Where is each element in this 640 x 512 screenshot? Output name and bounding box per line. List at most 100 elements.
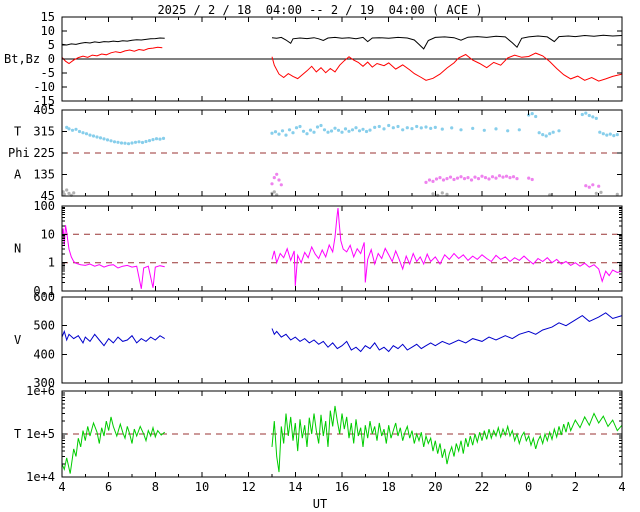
scatter-point-Phi — [280, 129, 285, 133]
scatter-point-Phi — [482, 128, 486, 132]
scatter-point-A — [494, 176, 498, 180]
panel-border — [61, 296, 623, 384]
scatter-point-Phi — [322, 128, 327, 132]
panel-density: 100 10 1 0.1 N — [14, 199, 623, 298]
scatter-point-Phi — [158, 137, 162, 141]
scatter-point-Phi — [605, 133, 609, 137]
series-T — [271, 405, 623, 473]
scatter-point-Phi — [591, 115, 595, 119]
scatter-point-Phi — [119, 141, 124, 145]
scatter-point-Phi — [424, 125, 428, 129]
scatter-point-T — [67, 191, 71, 195]
scatter-point-Phi — [405, 126, 409, 130]
scatter-point-A — [455, 176, 460, 180]
scatter-point-Phi — [551, 130, 555, 134]
y-tick-label: 405 — [33, 103, 55, 117]
y-tick-label: 10 — [41, 24, 55, 38]
scatter-point-Phi — [109, 139, 113, 143]
y-tick-label: -15 — [33, 94, 55, 108]
panel-velocity: 600 500 400 300 V — [14, 290, 623, 390]
scatter-point-Phi — [415, 124, 419, 129]
scatter-point-A — [469, 178, 474, 182]
scatter-point-Phi — [270, 131, 274, 135]
scatter-point-Phi — [537, 131, 541, 135]
scatter-point-Phi — [151, 138, 155, 142]
scatter-point-Phi — [305, 132, 309, 136]
scatter-point-Phi — [70, 128, 75, 132]
panel-label-bt,bz: Bt,Bz — [4, 52, 40, 66]
scatter-point-A — [527, 176, 531, 180]
scatter-point-A — [424, 180, 428, 184]
scatter-point-T — [72, 191, 76, 195]
scatter-point-T — [431, 192, 435, 196]
scatter-point-Phi — [580, 112, 584, 117]
panel-label-a: A — [14, 168, 22, 182]
scatter-point-A — [515, 177, 519, 181]
y-tick-label: 400 — [33, 347, 55, 361]
scatter-point-A — [480, 174, 484, 178]
scatter-point-Phi — [273, 130, 278, 134]
scatter-point-Phi — [530, 112, 534, 116]
y-tick-label: 10 — [41, 227, 55, 241]
scatter-point-Phi — [544, 134, 548, 138]
scatter-point-A — [431, 179, 435, 183]
scatter-point-Phi — [364, 129, 369, 134]
panel-label-v: V — [14, 333, 21, 347]
scatter-point-Phi — [450, 126, 454, 130]
y-tick-label: 100 — [33, 199, 55, 213]
x-tick-label: 16 — [335, 480, 349, 494]
scatter-point-Phi — [357, 129, 362, 133]
scatter-point-Phi — [74, 127, 78, 131]
y-tick-label: 15 — [41, 10, 55, 24]
series-N — [61, 225, 165, 289]
scatter-point-A — [445, 177, 449, 181]
plot-title: 2025 / 2 / 18 04:00 -- 2 / 19 04:00 ( AC… — [157, 3, 483, 17]
scatter-point-T — [272, 190, 276, 194]
y-tick-label: 225 — [33, 146, 55, 160]
panel-t-phi-a: 405 315 225 135 45 T Phi A — [8, 103, 623, 203]
scatter-point-Phi — [315, 125, 320, 129]
scatter-point-Phi — [612, 134, 616, 138]
x-axis-title: UT — [312, 497, 328, 511]
scatter-point-A — [473, 175, 477, 179]
scatter-point-Phi — [343, 127, 348, 131]
scatter-point-A — [277, 178, 281, 182]
series-V — [271, 312, 623, 353]
scatter-point-A — [438, 176, 442, 180]
y-tick-label: 1 — [48, 256, 55, 270]
scatter-point-A — [459, 175, 463, 179]
scatter-point-Phi — [65, 125, 69, 129]
scatter-point-Phi — [140, 140, 145, 145]
scatter-point-Phi — [598, 130, 602, 134]
scatter-point-Phi — [130, 141, 134, 145]
x-tick-label: 18 — [381, 480, 395, 494]
scatter-point-A — [497, 174, 502, 178]
scatter-point-Phi — [459, 128, 463, 132]
scatter-point-Phi — [396, 124, 400, 129]
scatter-point-Phi — [587, 113, 591, 118]
scatter-point-Phi — [144, 139, 148, 144]
scatter-point-A — [466, 176, 470, 180]
scatter-point-Phi — [557, 129, 561, 133]
scatter-point-A — [476, 177, 481, 181]
y-tick-label: 0.1 — [33, 284, 55, 298]
scatter-point-Phi — [373, 125, 377, 129]
scatter-point-Phi — [401, 128, 405, 132]
series-Bt — [61, 37, 165, 46]
scatter-point-Phi — [91, 134, 96, 138]
panel-border — [61, 205, 623, 292]
scatter-point-Phi — [608, 132, 612, 136]
scatter-point-Phi — [312, 130, 316, 134]
y-tick-label: 45 — [41, 189, 55, 203]
panel-temperature: 1e+6 1e+5 1e+4 T — [14, 384, 623, 484]
x-tick-label: 0 — [525, 480, 532, 494]
scatter-point-Phi — [368, 128, 372, 132]
scatter-point-Phi — [548, 132, 552, 136]
scatter-point-Phi — [494, 127, 498, 131]
y-tick-label: 600 — [33, 290, 55, 304]
scatter-point-Phi — [419, 126, 423, 130]
scatter-point-Phi — [615, 133, 619, 137]
scatter-point-Phi — [277, 132, 281, 136]
y-tick-label: 135 — [33, 168, 55, 182]
